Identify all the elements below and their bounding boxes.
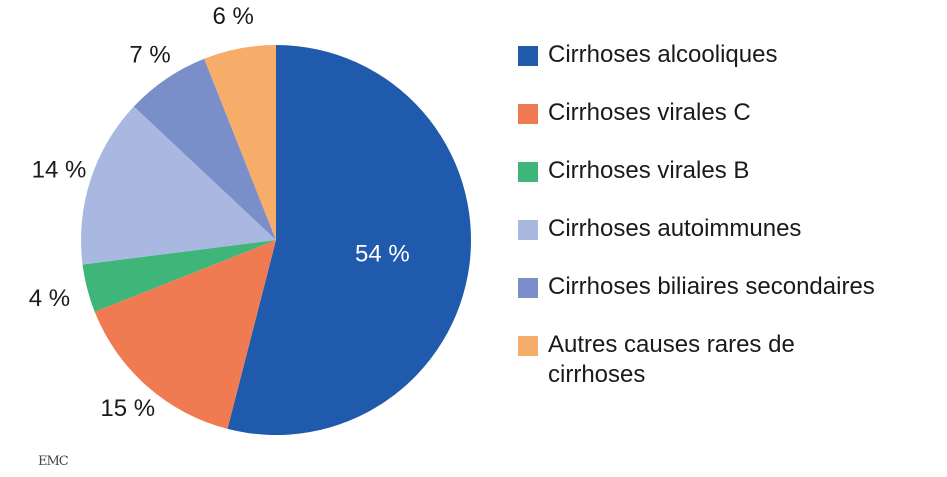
pie-slice [204, 44, 276, 240]
legend-label: Cirrhoses biliaires secondaires [548, 273, 875, 300]
legend-swatch [518, 162, 538, 182]
legend-label: Autres causes rares de cirrhoses [548, 331, 795, 388]
publisher-logo: EMC [38, 454, 69, 469]
legend-item-virales-b: Cirrhoses virales B [518, 156, 943, 214]
pie-labels: 54 % 15 % 4 % 14 % 7 % 6 % [29, 3, 410, 422]
pie-slice [81, 106, 276, 265]
legend-swatch [518, 104, 538, 124]
legend-label: Cirrhoses virales B [548, 157, 750, 184]
legend-label: Cirrhoses autoimmunes [548, 215, 802, 242]
legend-swatch [518, 336, 538, 356]
slice-value-label: 14 % [32, 157, 87, 184]
legend-swatch [518, 278, 538, 298]
pie-slice [94, 240, 276, 429]
legend-item-biliaires: Cirrhoses biliaires secondaires [518, 272, 943, 330]
legend-label: Cirrhoses alcooliques [548, 41, 778, 68]
legend-item-alcooliques: Cirrhoses alcooliques [518, 40, 943, 98]
legend-swatch [518, 220, 538, 240]
slice-value-label: 7 % [129, 42, 170, 69]
legend-swatch [518, 46, 538, 66]
pie-slice [227, 45, 472, 435]
legend-item-autoimmunes: Cirrhoses autoimmunes [518, 214, 943, 272]
pie-slices [81, 44, 472, 435]
legend-item-virales-c: Cirrhoses virales C [518, 98, 943, 156]
legend: Cirrhoses alcooliques Cirrhoses virales … [518, 40, 943, 400]
pie-slice [82, 240, 276, 312]
pie-slice [133, 58, 276, 240]
slice-value-label: 6 % [213, 3, 254, 30]
slice-value-label: 15 % [100, 395, 155, 422]
slice-value-label: 4 % [29, 285, 70, 312]
legend-label: Cirrhoses virales C [548, 99, 751, 126]
legend-item-autres: Autres causes rares de cirrhoses [518, 330, 943, 400]
slice-value-label: 54 % [355, 240, 410, 267]
